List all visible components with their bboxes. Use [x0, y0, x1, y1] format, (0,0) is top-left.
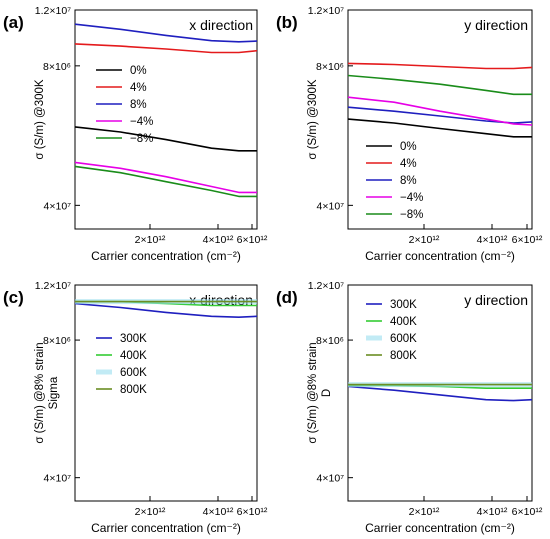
x-tick-label: 4×10¹²	[477, 234, 508, 246]
x-tick-label: 2×10¹²	[409, 506, 440, 518]
series-line	[347, 118, 532, 138]
series-line	[74, 165, 257, 198]
legend-label: 8%	[130, 99, 147, 111]
chart-panel-1: (a) x direction 1.2×10⁷ 8×10⁶ 4×10⁷ 2×10¹² 4×1…	[3, 5, 268, 263]
legend-label: 8%	[400, 175, 417, 187]
panel-label: (d)	[276, 288, 298, 307]
plot-frame	[74, 284, 258, 502]
panel-label: (c)	[3, 288, 24, 307]
x-tick-label: 2×10¹²	[409, 234, 440, 246]
series-line	[347, 385, 533, 402]
legend-label: −8%	[130, 133, 153, 145]
y-tick-label: 4×10⁷	[44, 200, 72, 212]
legend-label: 300K	[120, 333, 147, 345]
legend-label: −4%	[400, 192, 423, 204]
x-tick-label: 4×10¹²	[203, 234, 234, 246]
x-tick-label: 4×10¹²	[203, 506, 234, 518]
x-axis-label: Carrier concentration (cm⁻²)	[365, 249, 515, 263]
panel-annotation: y direction	[464, 292, 528, 308]
y-tick-label: 4×10⁷	[317, 200, 345, 212]
legend-label: −8%	[400, 209, 423, 221]
plot-frame	[347, 9, 533, 230]
legend-label: 800K	[120, 384, 147, 396]
legend-label: 0%	[400, 141, 417, 153]
plot-frame	[347, 284, 533, 502]
y-axis-sublabel: D	[321, 389, 333, 397]
x-tick-label: 6×10¹²	[237, 234, 268, 246]
y-tick-label: 8×10⁶	[43, 335, 71, 347]
legend: 0% 4% 8% −4% −8%	[96, 65, 153, 145]
legend-label: 4%	[400, 158, 417, 170]
y-tick-label: 8×10⁶	[316, 335, 344, 347]
legend: 300K 400K 600K 800K	[96, 333, 147, 396]
legend-label: 600K	[120, 367, 147, 379]
y-tick-label: 8×10⁶	[43, 61, 71, 73]
legend: 0% 4% 8% −4% −8%	[366, 141, 423, 221]
legend-label: −4%	[130, 116, 153, 128]
series-line	[74, 161, 257, 194]
y-tick-label: 4×10⁷	[317, 473, 345, 485]
series-line	[74, 23, 258, 43]
legend-label: 0%	[130, 65, 147, 77]
x-axis-label: Carrier concentration (cm⁻²)	[91, 249, 241, 263]
x-tick-label: 6×10¹²	[512, 506, 543, 518]
panel-label: (a)	[3, 13, 24, 32]
y-axis-sublabel: Sigma	[48, 376, 60, 409]
plot-frame	[74, 9, 258, 230]
y-axis-label: σ (S/m) @300K	[34, 79, 46, 159]
legend-label: 400K	[390, 316, 417, 328]
series-line	[74, 302, 258, 318]
y-axis-label: σ (S/m) @8% strain	[307, 342, 319, 443]
series-line	[347, 106, 533, 124]
legend: 300K 400K 600K 800K	[366, 299, 417, 362]
y-tick-label: 1.2×10⁷	[308, 280, 344, 292]
x-tick-label: 4×10¹²	[477, 506, 508, 518]
series-line	[347, 96, 533, 126]
legend-label: 800K	[390, 350, 417, 362]
x-tick-label: 2×10¹²	[135, 506, 166, 518]
x-tick-label: 6×10¹²	[237, 506, 268, 518]
y-tick-label: 1.2×10⁷	[35, 5, 71, 17]
chart-panel-2: (b) y direction 1.2×10⁷ 8×10⁶ 4×10⁷ 2×10¹² 4×1…	[276, 5, 543, 263]
y-tick-label: 8×10⁶	[316, 61, 344, 73]
series-line	[74, 43, 258, 54]
y-tick-label: 1.2×10⁷	[308, 5, 344, 17]
legend-label: 400K	[120, 350, 147, 362]
panel-annotation: x direction	[189, 17, 253, 33]
legend-label: 4%	[130, 82, 147, 94]
series-line	[347, 62, 533, 70]
panel-annotation: y direction	[464, 17, 528, 33]
x-axis-label: Carrier concentration (cm⁻²)	[365, 521, 515, 535]
y-tick-label: 4×10⁷	[44, 473, 72, 485]
series-line	[347, 74, 532, 96]
panel-label: (b)	[276, 13, 298, 32]
chart-panel-4: (d) y direction 1.2×10⁷ 8×10⁶ 4×10⁷ 2×10¹² 4×1…	[276, 280, 543, 535]
y-axis-label: σ (S/m) @300K	[307, 79, 319, 159]
x-axis-label: Carrier concentration (cm⁻²)	[91, 521, 241, 535]
series-line	[74, 126, 257, 152]
x-tick-label: 6×10¹²	[512, 234, 543, 246]
legend-label: 600K	[390, 333, 417, 345]
y-tick-label: 1.2×10⁷	[35, 280, 71, 292]
x-tick-label: 2×10¹²	[135, 234, 166, 246]
legend-label: 300K	[390, 299, 417, 311]
y-axis-label: σ (S/m) @8% strain	[34, 342, 46, 443]
